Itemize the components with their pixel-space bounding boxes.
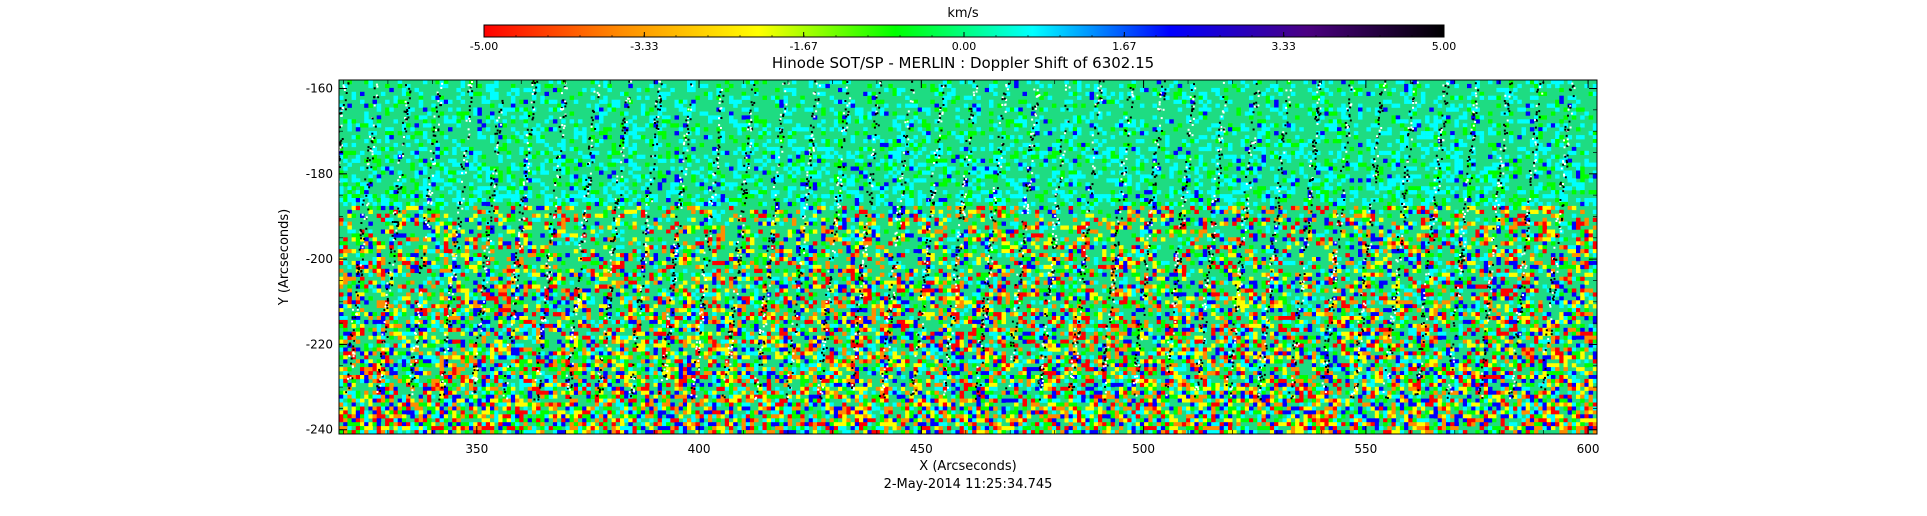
colorbar-label: km/s [947,6,979,21]
y-tick-label: -180 [306,167,333,181]
colorbar-tick-label: -1.67 [789,40,817,53]
y-tick-label: -200 [306,252,333,266]
colorbar-tick-label: 5.00 [1432,40,1457,53]
y-tick-label: -240 [306,423,333,437]
doppler-map [315,80,1597,434]
x-tick-label: 600 [1577,442,1600,456]
y-axis-label: Y (Arcseconds) [277,209,292,306]
x-tick-label: 500 [1132,442,1155,456]
chart-title: Hinode SOT/SP - MERLIN : Doppler Shift o… [772,54,1154,72]
colorbar: km/s -5.00 -3.33 -1.67 0.00 1.67 3.33 5.00 [470,6,1456,53]
x-tick-label: 550 [1354,442,1377,456]
colorbar-tick-label: -5.00 [470,40,498,53]
x-tick-label: 350 [465,442,488,456]
timestamp: 2-May-2014 11:25:34.745 [884,477,1053,492]
colorbar-tick-label: 3.33 [1271,40,1296,53]
x-tick-label: 400 [688,442,711,456]
colorbar-tick-label: 0.00 [952,40,977,53]
y-tick-label: -160 [306,82,333,96]
colorbar-tick-label: -3.33 [630,40,658,53]
y-tick-label: -220 [306,337,333,351]
x-tick-label: 450 [910,442,933,456]
x-axis-label: X (Arcseconds) [919,459,1016,474]
colorbar-tick-label: 1.67 [1112,40,1137,53]
